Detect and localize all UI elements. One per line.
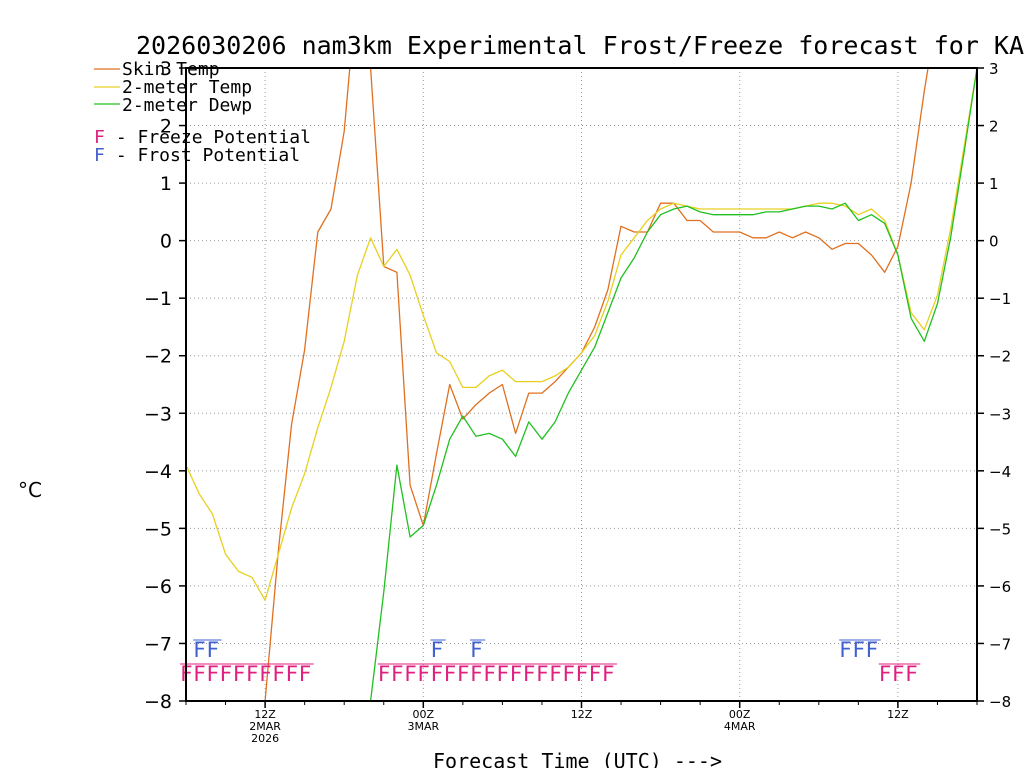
flag-freeze-marker: F [285, 662, 298, 686]
y-tick-label-right: 3 [989, 60, 999, 78]
legend-frost-text: - Frost Potential [105, 145, 300, 166]
y-tick-label-right: −2 [989, 348, 1011, 366]
flag-freeze-marker: F [259, 662, 272, 686]
y-tick-label-right: −6 [989, 578, 1011, 596]
y-tick-label-right: 2 [989, 118, 999, 136]
flag-freeze-marker: F [892, 662, 905, 686]
y-tick-label-left: −4 [144, 461, 172, 483]
y-tick-label-right: 0 [989, 233, 999, 251]
y-tick-label-left: 2 [160, 116, 172, 138]
flag-freeze-marker: F [378, 662, 391, 686]
y-tick-label-right: −3 [989, 405, 1011, 423]
legend-label-2m-temp: 2-meter Temp [122, 77, 252, 98]
legend-label-skin-temp: Skin Temp [122, 59, 220, 80]
x-tick-label: 3MAR [407, 720, 439, 733]
y-tick-label-left: −1 [144, 288, 172, 310]
flag-freeze-marker: F [220, 662, 233, 686]
legend-freeze-symbol: F [94, 127, 105, 148]
flag-freeze-marker: F [206, 662, 219, 686]
legend-frost-symbol: F [94, 145, 105, 166]
y-tick-label-right: 1 [989, 175, 999, 193]
y-axis-label: °C [18, 478, 42, 502]
gridlines [186, 68, 977, 701]
y-tick-label-right: −5 [989, 520, 1011, 538]
flag-freeze-marker: F [404, 662, 417, 686]
flag-freeze-marker: F [483, 662, 496, 686]
x-tick-label: 12Z [887, 708, 909, 721]
flag-frost-marker: F [852, 638, 865, 662]
y-tick-label-left: −7 [144, 633, 172, 655]
flag-freeze-marker: F [470, 662, 483, 686]
flag-frost-marker: F [866, 638, 879, 662]
flag-freeze-marker: F [444, 662, 457, 686]
flag-frost-marker: F [206, 638, 219, 662]
flag-freeze-marker: F [430, 662, 443, 686]
y-tick-label-left: 1 [160, 173, 172, 195]
flag-freeze-marker: F [299, 662, 312, 686]
flag-freeze-marker: F [576, 662, 589, 686]
flag-freeze-marker: F [193, 662, 206, 686]
x-tick-label: 12Z [571, 708, 593, 721]
x-tick-label: 12Z [254, 708, 276, 721]
series-lines [186, 68, 977, 701]
flag-freeze-marker: F [457, 662, 470, 686]
x-axis-label: Forecast Time (UTC) ---> [433, 749, 722, 768]
flag-freeze-marker: F [233, 662, 246, 686]
x-tick-label: 00Z [413, 708, 435, 721]
y-tick-label-left: −2 [144, 346, 172, 368]
flag-frost-marker: F [470, 638, 483, 662]
flag-freeze-marker: F [417, 662, 430, 686]
flag-freeze-marker: F [496, 662, 509, 686]
y-tick-label-left: −3 [144, 403, 172, 425]
series-line-skin-temp [225, 68, 929, 701]
series-line-2-meter-temp [186, 68, 977, 601]
flag-freeze-marker: F [246, 662, 259, 686]
axes: −8 −8 −7 −7 −6 −6 −5 −5 −4 −4 −3 −3 −2 −2 −1 −1 0 0 1 1 2 2 3 3… [144, 58, 1011, 745]
legend: Skin Temp 2-meter Temp 2-meter Dewp F - … [94, 59, 311, 166]
y-tick-label-left: 3 [160, 58, 172, 80]
y-tick-label-left: −6 [144, 576, 172, 598]
legend-freeze-text: - Freeze Potential [105, 127, 311, 148]
flag-freeze-marker: F [391, 662, 404, 686]
y-tick-label-left: −8 [144, 691, 172, 713]
legend-label-2m-dewp: 2-meter Dewp [122, 95, 252, 116]
flag-frost-marker: F [839, 638, 852, 662]
x-tick-label: 2026 [251, 732, 279, 745]
flag-freeze-marker: F [562, 662, 575, 686]
x-tick-label: 4MAR [724, 720, 756, 733]
flag-freeze-marker: F [602, 662, 615, 686]
x-tick-label: 2MAR [249, 720, 281, 733]
y-tick-label-right: −4 [989, 463, 1011, 481]
flag-freeze-marker: F [536, 662, 549, 686]
y-tick-label-left: 0 [160, 231, 172, 253]
y-tick-label-right: −7 [989, 635, 1011, 653]
flag-frost-marker: F [193, 638, 206, 662]
chart-title: 2026030206 nam3km Experimental Frost/Fre… [136, 31, 1024, 60]
y-tick-label-left: −5 [144, 518, 172, 540]
flag-frost-marker: F [430, 638, 443, 662]
flag-freeze-marker: F [272, 662, 285, 686]
y-tick-label-right: −8 [989, 693, 1011, 711]
flag-freeze-marker: F [510, 662, 523, 686]
flag-markers: F F F F F F FF F F F F F F F F F F F F F F F F F F F F F F F F F F F F F F [180, 638, 921, 686]
x-tick-label: 00Z [729, 708, 751, 721]
flag-freeze-marker: F [549, 662, 562, 686]
series-line-2-meter-dewp [369, 68, 977, 701]
flag-freeze-marker: F [523, 662, 536, 686]
y-tick-label-right: −1 [989, 290, 1011, 308]
flag-freeze-marker: F [879, 662, 892, 686]
flag-freeze-marker: F [905, 662, 918, 686]
flag-freeze-marker: F [589, 662, 602, 686]
